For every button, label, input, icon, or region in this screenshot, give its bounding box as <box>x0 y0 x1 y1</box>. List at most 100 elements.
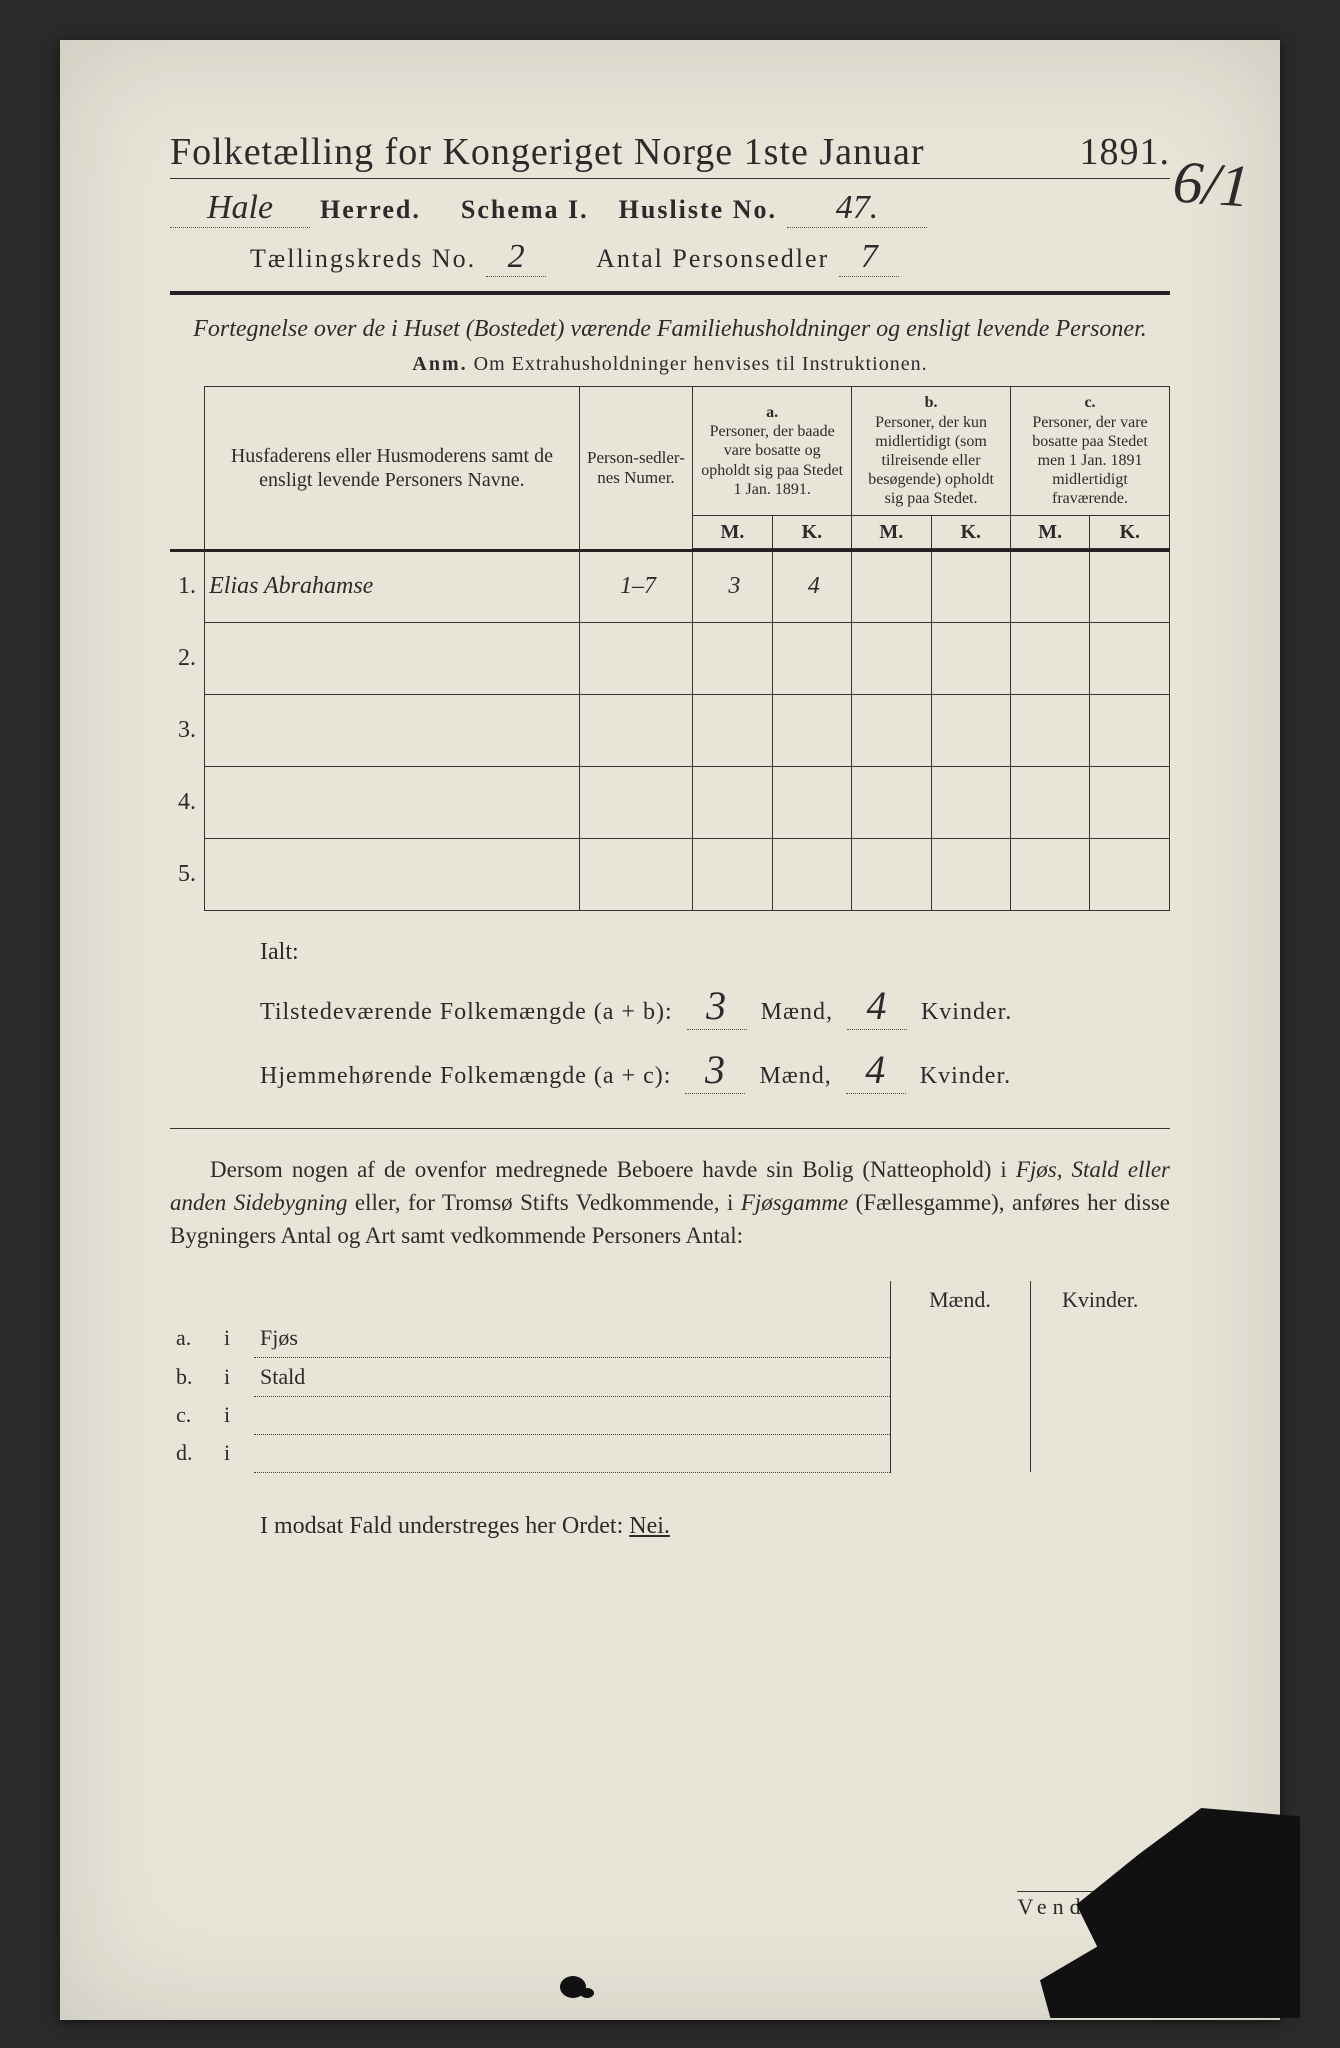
outbuilding-paragraph: Dersom nogen af de ovenfor medregnede Be… <box>170 1153 1170 1253</box>
row-number: 1. <box>170 550 205 622</box>
name-cell <box>205 838 580 910</box>
antal-label: Antal Personsedler <box>596 244 829 274</box>
table-row: 4. <box>170 766 1170 838</box>
abc-row: a. i Fjøs <box>170 1319 1170 1358</box>
abc-k-cell <box>1030 1319 1170 1358</box>
group-b-text: Personer, der kun midlertidigt (som tilr… <box>868 414 994 508</box>
kreds-value: 2 <box>486 238 546 277</box>
b-k-cell <box>931 694 1010 766</box>
a-m-cell: 3 <box>693 550 772 622</box>
group-a-header: a. Personer, der baade vare bosatte og o… <box>693 387 852 515</box>
numer-cell <box>579 622 693 694</box>
abc-k-cell <box>1030 1434 1170 1472</box>
numer-cell <box>579 838 693 910</box>
row-number: 3. <box>170 694 205 766</box>
c-m-cell <box>1011 766 1090 838</box>
b-k-header: K. <box>931 515 1010 548</box>
abc-k-cell <box>1030 1357 1170 1396</box>
b-k-cell <box>931 766 1010 838</box>
c-m-cell <box>1011 622 1090 694</box>
abc-m-cell <box>890 1396 1030 1434</box>
name-cell <box>205 766 580 838</box>
household-table: Husfaderens eller Husmoderens samt de en… <box>170 386 1170 910</box>
col-numer-header: Person-sedler-nes Numer. <box>579 387 693 550</box>
abc-i: i <box>218 1434 254 1472</box>
para-em-2: Fjøsgamme <box>741 1190 848 1215</box>
kvinder-label: Kvinder. <box>921 999 1012 1026</box>
abc-k-header: Kvinder. <box>1030 1281 1170 1319</box>
final-line: I modsat Fald understreges her Ordet: Ne… <box>260 1513 1170 1540</box>
group-a-text: Personer, der baade vare bosatte og opho… <box>701 423 843 498</box>
census-form-page: 6/1 Folketælling for Kongeriget Norge 1s… <box>60 40 1280 2020</box>
abc-m-cell <box>890 1357 1030 1396</box>
abc-label <box>254 1396 890 1434</box>
b-k-cell <box>931 550 1010 622</box>
para-text-1: Dersom nogen af de ovenfor medregnede Be… <box>210 1157 1016 1182</box>
name-cell: Elias Abrahamse <box>205 550 580 622</box>
subtitle-italic: Fortegnelse over de i Huset (Bostedet) v… <box>170 313 1170 345</box>
abc-key: c. <box>170 1396 218 1434</box>
a-m-cell <box>693 622 772 694</box>
abc-i: i <box>218 1357 254 1396</box>
abc-i: i <box>218 1319 254 1358</box>
c-k-header: K. <box>1090 515 1170 548</box>
a-m-cell <box>693 766 772 838</box>
schema-label: Schema I. <box>461 195 589 225</box>
group-b-header: b. Personer, der kun midlertidigt (som t… <box>852 387 1011 515</box>
total-resident-k: 4 <box>846 1046 906 1094</box>
total-resident-m: 3 <box>685 1046 745 1094</box>
c-m-cell <box>1011 550 1090 622</box>
c-k-cell <box>1090 766 1170 838</box>
kreds-label: Tællingskreds No. <box>250 244 476 274</box>
abc-i: i <box>218 1396 254 1434</box>
table-row: 3. <box>170 694 1170 766</box>
a-k-header: K. <box>772 515 851 548</box>
anm-text: Om Extrahusholdninger henvises til Instr… <box>474 353 928 375</box>
numer-cell <box>579 694 693 766</box>
kvinder-label: Kvinder. <box>920 1063 1011 1090</box>
b-m-cell <box>852 622 931 694</box>
b-m-cell <box>852 838 931 910</box>
group-c-header: c. Personer, der vare bosatte paa Stedet… <box>1011 387 1170 515</box>
b-m-header: M. <box>852 515 931 548</box>
table-row: 5. <box>170 838 1170 910</box>
abc-m-cell <box>890 1319 1030 1358</box>
group-b-key: b. <box>925 394 938 411</box>
antal-value: 7 <box>839 238 899 277</box>
total-present-label: Tilstedeværende Folkemængde (a + b): <box>260 999 673 1026</box>
a-k-cell <box>772 694 851 766</box>
title-text: Folketælling for Kongeriget Norge 1ste J… <box>170 130 1068 174</box>
b-m-cell <box>852 550 931 622</box>
abc-key: d. <box>170 1434 218 1472</box>
c-k-cell <box>1090 694 1170 766</box>
header-line-2: Tællingskreds No. 2 Antal Personsedler 7 <box>250 238 1170 277</box>
ialt-label: Ialt: <box>260 939 1170 966</box>
abc-row: b. i Stald <box>170 1357 1170 1396</box>
total-present-m: 3 <box>687 982 747 1030</box>
row-number: 4. <box>170 766 205 838</box>
row-number: 2. <box>170 622 205 694</box>
b-k-cell <box>931 838 1010 910</box>
c-m-cell <box>1011 694 1090 766</box>
abc-row: c. i <box>170 1396 1170 1434</box>
para-text-2: eller, for Tromsø Stifts Vedkommende, i <box>347 1190 740 1215</box>
b-k-cell <box>931 622 1010 694</box>
abc-key: a. <box>170 1319 218 1358</box>
col-names-header: Husfaderens eller Husmoderens samt de en… <box>205 387 580 550</box>
anm-line: Anm. Om Extrahusholdninger henvises til … <box>170 353 1170 376</box>
b-m-cell <box>852 766 931 838</box>
abc-m-header: Mænd. <box>890 1281 1030 1319</box>
a-k-cell <box>772 622 851 694</box>
total-resident-label: Hjemmehørende Folkemængde (a + c): <box>260 1063 671 1090</box>
b-m-cell <box>852 694 931 766</box>
group-a-key: a. <box>766 404 778 421</box>
a-m-cell <box>693 694 772 766</box>
group-c-key: c. <box>1084 394 1095 411</box>
maend-label: Mænd, <box>761 999 833 1026</box>
numer-cell: 1–7 <box>579 550 693 622</box>
abc-k-cell <box>1030 1396 1170 1434</box>
a-k-cell <box>772 838 851 910</box>
table-row: 1. Elias Abrahamse 1–7 3 4 <box>170 550 1170 622</box>
numer-cell <box>579 766 693 838</box>
total-present-k: 4 <box>847 982 907 1030</box>
